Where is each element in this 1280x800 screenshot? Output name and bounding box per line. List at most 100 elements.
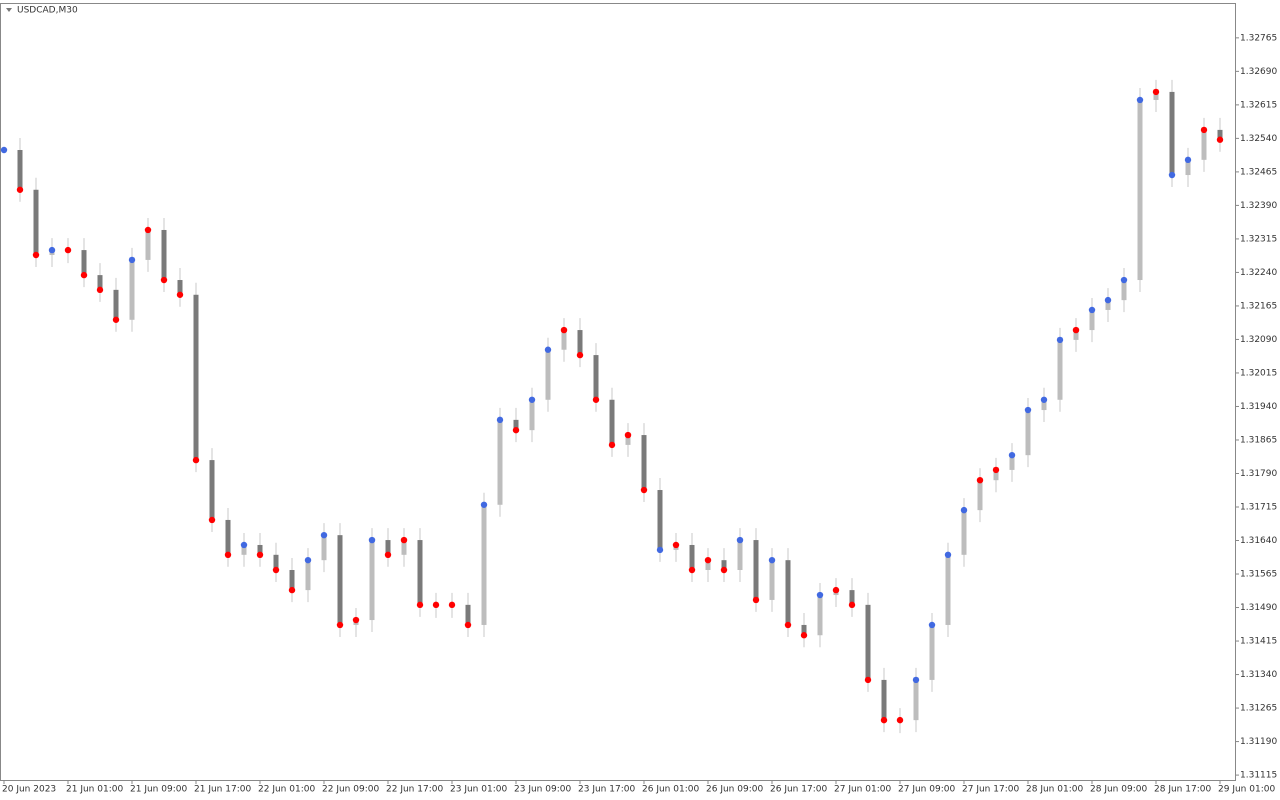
signal-dot bbox=[512, 426, 520, 434]
candle-body bbox=[625, 435, 631, 445]
signal-dot bbox=[688, 566, 696, 574]
candle-body bbox=[513, 419, 519, 431]
candle-body bbox=[689, 544, 695, 570]
candle-body bbox=[545, 349, 551, 400]
candle-body bbox=[481, 504, 487, 625]
y-tick-label: 1.32315 bbox=[1240, 234, 1277, 244]
candle-body bbox=[1105, 300, 1111, 310]
signal-dot bbox=[912, 676, 920, 684]
candle-body bbox=[225, 519, 231, 555]
y-tick-label: 1.32540 bbox=[1240, 134, 1277, 144]
candle-body bbox=[1217, 129, 1223, 140]
y-tick-label: 1.31265 bbox=[1240, 704, 1277, 714]
y-tick-label: 1.32165 bbox=[1240, 301, 1277, 311]
signal-dot bbox=[336, 621, 344, 629]
candle-body bbox=[1185, 159, 1191, 176]
signal-dot bbox=[384, 551, 392, 559]
y-tick-label: 1.31190 bbox=[1240, 737, 1277, 747]
signal-dot bbox=[1200, 126, 1208, 134]
candle-body bbox=[993, 469, 999, 481]
signal-dot bbox=[1184, 156, 1192, 164]
x-tick-label: 28 Jun 09:00 bbox=[1090, 785, 1147, 795]
candle-body bbox=[1169, 91, 1175, 176]
signal-dot bbox=[160, 276, 168, 284]
x-tick-label: 20 Jun 2023 bbox=[2, 785, 56, 795]
x-tick-label: 28 Jun 17:00 bbox=[1154, 785, 1211, 795]
signal-dot bbox=[560, 326, 568, 334]
plot-frame bbox=[0, 3, 1236, 781]
signal-dot bbox=[1024, 406, 1032, 414]
signal-dot bbox=[176, 291, 184, 298]
candle-body bbox=[657, 490, 663, 550]
x-tick-label: 22 Jun 01:00 bbox=[258, 785, 315, 795]
candle-body bbox=[161, 229, 167, 281]
signal-dot bbox=[464, 621, 472, 629]
x-tick-label: 23 Jun 17:00 bbox=[578, 785, 635, 795]
signal-dot bbox=[256, 551, 264, 559]
x-tick-label: 27 Jun 01:00 bbox=[834, 785, 891, 795]
signal-dot bbox=[736, 536, 744, 544]
candle-body bbox=[1153, 91, 1159, 100]
signal-dot bbox=[208, 516, 216, 524]
signal-dot bbox=[96, 286, 104, 294]
signal-dot bbox=[1136, 96, 1144, 104]
signal-dot bbox=[32, 251, 40, 259]
candle-body bbox=[961, 510, 967, 555]
candle-body bbox=[849, 590, 855, 605]
signal-dot bbox=[224, 551, 232, 559]
signal-dot bbox=[16, 186, 24, 193]
signal-dot bbox=[320, 531, 328, 539]
symbol-arrow bbox=[6, 8, 12, 12]
signal-dot bbox=[832, 586, 840, 594]
y-tick-label: 1.31715 bbox=[1240, 503, 1277, 513]
signal-dot bbox=[416, 601, 424, 609]
candle-body bbox=[561, 330, 567, 350]
candle-body bbox=[289, 570, 295, 591]
signal-dot bbox=[1216, 136, 1224, 143]
signal-dot bbox=[64, 246, 72, 254]
signal-dot bbox=[896, 716, 904, 724]
signal-dot bbox=[1152, 88, 1160, 96]
signal-dot bbox=[960, 506, 968, 514]
y-tick-label: 1.32765 bbox=[1240, 33, 1277, 43]
candle-body bbox=[81, 250, 87, 276]
signal-dot bbox=[576, 351, 584, 359]
signal-dot bbox=[304, 556, 312, 564]
signal-dot bbox=[592, 396, 600, 403]
candle-body bbox=[1025, 410, 1031, 456]
y-tick-label: 1.32690 bbox=[1240, 67, 1277, 77]
signal-dot bbox=[1168, 171, 1176, 179]
signal-dot bbox=[352, 616, 360, 624]
signal-dot bbox=[240, 541, 248, 549]
candle-body bbox=[177, 280, 183, 295]
signal-dot bbox=[864, 676, 872, 684]
candle-body bbox=[129, 259, 135, 320]
signal-dot bbox=[640, 486, 648, 494]
candle-body bbox=[1009, 455, 1015, 470]
signal-dot bbox=[880, 716, 888, 724]
y-tick-label: 1.31340 bbox=[1240, 670, 1277, 680]
candle-body bbox=[145, 229, 151, 260]
signal-dot bbox=[784, 621, 792, 629]
x-tick-label: 27 Jun 09:00 bbox=[898, 785, 955, 795]
candle-body bbox=[113, 289, 119, 320]
candle-body bbox=[1121, 280, 1127, 301]
x-tick-label: 26 Jun 09:00 bbox=[706, 785, 763, 795]
candle-body bbox=[705, 560, 711, 570]
candle-body bbox=[385, 540, 391, 555]
candle-body bbox=[721, 560, 727, 570]
signal-dot bbox=[752, 596, 760, 604]
candle-body bbox=[1073, 330, 1079, 340]
candle-body bbox=[401, 540, 407, 555]
candle-body bbox=[529, 399, 535, 431]
signal-dot bbox=[1072, 326, 1080, 334]
candle-body bbox=[417, 540, 423, 605]
x-tick-label: 23 Jun 01:00 bbox=[450, 785, 507, 795]
candle-body bbox=[1089, 309, 1095, 331]
candle-body bbox=[945, 554, 951, 625]
signal-dot bbox=[112, 316, 120, 323]
signal-dot bbox=[368, 536, 376, 544]
signal-dot bbox=[1056, 336, 1064, 344]
